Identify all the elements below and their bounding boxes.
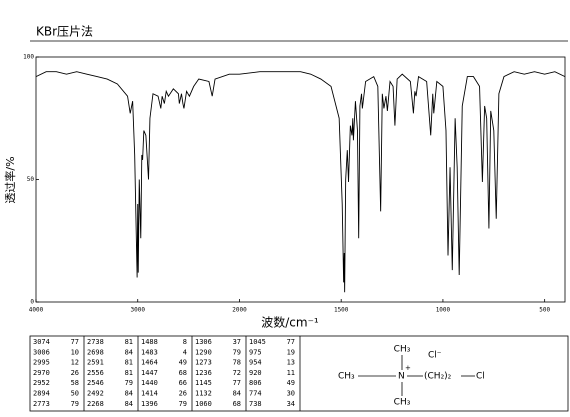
- structure-left: CH₃: [338, 372, 355, 382]
- y-tick-label: 0: [30, 299, 34, 306]
- structure-anion: Cl⁻: [428, 351, 442, 361]
- peak-transmittance: 81: [125, 369, 133, 377]
- peak-transmittance: 19: [287, 348, 295, 356]
- peak-wavenumber: 954: [249, 359, 262, 367]
- peak-wavenumber: 1045: [249, 338, 266, 346]
- structure-center: N: [398, 372, 405, 382]
- peak-transmittance: 37: [233, 338, 241, 346]
- peak-transmittance: 8: [183, 338, 187, 346]
- peak-wavenumber: 2738: [87, 338, 104, 346]
- peak-wavenumber: 3074: [33, 338, 50, 346]
- peak-transmittance: 13: [287, 359, 295, 367]
- peak-transmittance: 81: [125, 359, 133, 367]
- peak-wavenumber: 1396: [141, 400, 158, 408]
- x-tick-label: 500: [539, 307, 550, 314]
- peak-wavenumber: 975: [249, 348, 262, 356]
- peak-transmittance: 84: [233, 390, 241, 398]
- peak-wavenumber: 1060: [195, 400, 212, 408]
- peak-transmittance: 78: [233, 359, 241, 367]
- peak-transmittance: 30: [287, 390, 295, 398]
- peak-wavenumber: 1306: [195, 338, 212, 346]
- spectrum-line: [35, 71, 566, 293]
- x-tick-label: 3000: [131, 307, 146, 314]
- peak-transmittance: 79: [71, 400, 79, 408]
- table-frame: [29, 335, 569, 412]
- peak-transmittance: 77: [71, 338, 79, 346]
- peak-wavenumber: 2591: [87, 359, 104, 367]
- peak-transmittance: 10: [71, 348, 79, 356]
- peak-transmittance: 4: [183, 348, 187, 356]
- peak-transmittance: 58: [71, 379, 79, 387]
- x-axis-label: 波数/cm⁻¹: [261, 315, 319, 330]
- peak-transmittance: 50: [71, 390, 79, 398]
- y-tick-label: 50: [27, 176, 35, 183]
- structure-charge: +: [405, 364, 411, 372]
- peak-wavenumber: 806: [249, 379, 262, 387]
- peak-transmittance: 84: [125, 390, 133, 398]
- structure-bottom: CH₃: [394, 398, 411, 408]
- y-axis-label: 透过率/%: [3, 156, 17, 203]
- peak-transmittance: 79: [233, 348, 241, 356]
- x-tick-label: 4000: [29, 307, 44, 314]
- peak-transmittance: 81: [125, 338, 133, 346]
- x-tick-label: 1500: [334, 307, 349, 314]
- peak-transmittance: 79: [125, 379, 133, 387]
- peak-transmittance: 26: [71, 369, 79, 377]
- x-tick-label: 1000: [436, 307, 451, 314]
- peak-transmittance: 72: [233, 369, 241, 377]
- structure-bonds: [358, 355, 475, 396]
- peak-transmittance: 11: [287, 369, 295, 377]
- peak-transmittance: 84: [125, 348, 133, 356]
- y-tick-label: 100: [23, 54, 34, 61]
- peak-transmittance: 26: [179, 390, 187, 398]
- peak-wavenumber: 2773: [33, 400, 50, 408]
- peak-transmittance: 84: [125, 400, 133, 408]
- peak-wavenumber: 2698: [87, 348, 104, 356]
- peak-wavenumber: 2894: [33, 390, 50, 398]
- peak-wavenumber: 1464: [141, 359, 158, 367]
- structure-chain: (CH₂)₂: [424, 372, 452, 382]
- peak-wavenumber: 2556: [87, 369, 104, 377]
- peak-wavenumber: 2952: [33, 379, 50, 387]
- peak-wavenumber: 1414: [141, 390, 158, 398]
- plot-frame: [35, 56, 566, 303]
- peak-transmittance: 49: [287, 379, 295, 387]
- peak-wavenumber: 2995: [33, 359, 50, 367]
- x-tick-label: 2000: [232, 307, 247, 314]
- peak-wavenumber: 1447: [141, 369, 158, 377]
- peak-wavenumber: 1440: [141, 379, 158, 387]
- structure-end: Cl: [476, 372, 485, 382]
- table-dividers: [83, 336, 301, 411]
- chart-title: KBr压片法: [36, 25, 93, 39]
- peak-transmittance: 68: [233, 400, 241, 408]
- peak-transmittance: 12: [71, 359, 79, 367]
- peak-wavenumber: 2492: [87, 390, 104, 398]
- peak-wavenumber: 774: [249, 390, 262, 398]
- peak-transmittance: 79: [179, 400, 187, 408]
- structure-top: CH₃: [394, 345, 411, 355]
- peak-wavenumber: 2546: [87, 379, 104, 387]
- peak-wavenumber: 1290: [195, 348, 212, 356]
- peak-wavenumber: 1273: [195, 359, 212, 367]
- peak-wavenumber: 1236: [195, 369, 212, 377]
- peak-wavenumber: 1132: [195, 390, 212, 398]
- peak-transmittance: 77: [287, 338, 295, 346]
- peak-wavenumber: 3006: [33, 348, 50, 356]
- peak-wavenumber: 738: [249, 400, 262, 408]
- peak-wavenumber: 1488: [141, 338, 158, 346]
- peak-transmittance: 49: [179, 359, 187, 367]
- peak-wavenumber: 2970: [33, 369, 50, 377]
- peak-transmittance: 68: [179, 369, 187, 377]
- peak-wavenumber: 2268: [87, 400, 104, 408]
- peak-wavenumber: 1483: [141, 348, 158, 356]
- peak-transmittance: 77: [233, 379, 241, 387]
- peak-wavenumber: 920: [249, 369, 262, 377]
- peak-wavenumber: 1145: [195, 379, 212, 387]
- peak-transmittance: 34: [287, 400, 295, 408]
- peak-transmittance: 66: [179, 379, 187, 387]
